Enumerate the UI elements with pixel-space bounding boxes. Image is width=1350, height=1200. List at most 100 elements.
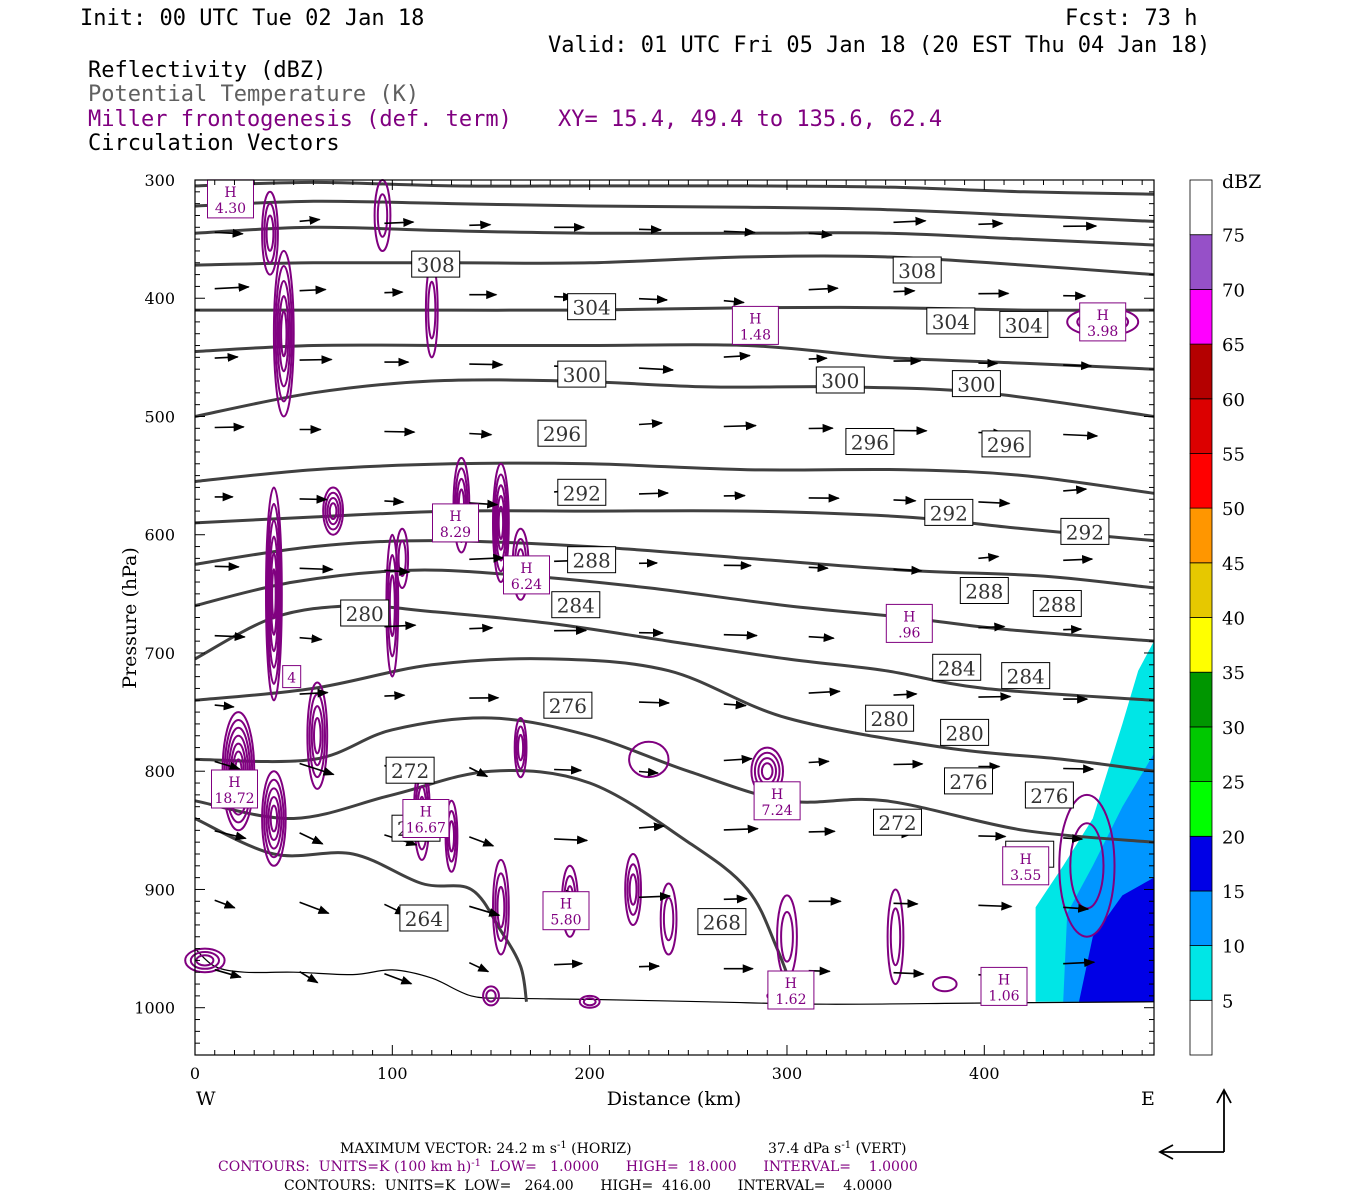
frontogenesis-contour bbox=[624, 853, 642, 926]
circulation-vector bbox=[723, 824, 759, 834]
theta-label-box bbox=[926, 307, 976, 335]
frontogenesis-contour bbox=[310, 705, 324, 767]
theta-label-box bbox=[399, 904, 449, 932]
circulation-vector bbox=[638, 488, 670, 498]
frontogenesis-max-marker: H bbox=[420, 805, 432, 821]
circulation-vector bbox=[723, 227, 756, 237]
circulation-vector bbox=[893, 689, 918, 699]
frontogenesis-contour bbox=[497, 505, 505, 541]
frontogenesis-max-marker: H bbox=[560, 897, 572, 913]
field-vectors: Circulation Vectors bbox=[88, 131, 340, 156]
forecast-hour: Fcst: 73 h bbox=[1065, 6, 1197, 31]
circulation-vector bbox=[808, 284, 839, 294]
frontogenesis-max-box bbox=[211, 769, 258, 809]
frontogenesis-max-box bbox=[980, 966, 1028, 1006]
frontogenesis-max-value: 4 bbox=[287, 671, 296, 687]
circulation-vector bbox=[723, 630, 758, 640]
colorbar-bin bbox=[1189, 726, 1213, 783]
vector-legend-vertical-icon bbox=[1216, 1088, 1232, 1152]
theta-label: 296 bbox=[543, 422, 581, 446]
circulation-vector bbox=[1063, 555, 1094, 564]
theta-label: 292 bbox=[1066, 520, 1104, 544]
theta-label: 292 bbox=[563, 481, 601, 505]
theta-label-box bbox=[892, 256, 942, 284]
circulation-vector bbox=[299, 688, 329, 698]
circulation-vector bbox=[978, 219, 1004, 229]
circulation-vector bbox=[1063, 485, 1088, 495]
theta-label-box bbox=[697, 908, 747, 936]
theta-label: 304 bbox=[573, 296, 611, 320]
circulation-vector bbox=[214, 760, 241, 771]
y-tick-label: 800 bbox=[144, 762, 175, 781]
circulation-vector bbox=[808, 687, 841, 697]
circulation-vector bbox=[469, 905, 501, 917]
frontogenesis-contour bbox=[496, 885, 506, 929]
circulation-vector bbox=[808, 563, 829, 573]
theta-contour-308 bbox=[195, 305, 1155, 312]
circulation-vector bbox=[893, 565, 923, 575]
frontogenesis-contour bbox=[780, 911, 794, 963]
valid-time: Valid: 01 UTC Fri 05 Jan 18 (20 EST Thu … bbox=[548, 33, 1210, 58]
colorbar-bin bbox=[1189, 781, 1213, 837]
circulation-vector bbox=[978, 552, 1000, 562]
circulation-vector bbox=[299, 494, 328, 504]
circulation-vector bbox=[214, 830, 247, 841]
circulation-vector bbox=[214, 352, 239, 362]
frontogenesis-contour bbox=[265, 214, 275, 252]
frontogenesis-contours bbox=[184, 179, 1140, 1009]
theta-label: 280 bbox=[871, 707, 909, 731]
frontogenesis-max-value: 18.72 bbox=[214, 791, 254, 807]
circulation-vector bbox=[384, 566, 411, 576]
frontogenesis-contour bbox=[184, 947, 226, 974]
circulation-vector bbox=[723, 421, 757, 431]
theta-label: 300 bbox=[957, 373, 995, 397]
circulation-vector bbox=[808, 354, 828, 364]
frontogenesis-contour bbox=[388, 574, 396, 638]
colorbar-bin bbox=[1189, 562, 1213, 618]
field-theta: Potential Temperature (K) bbox=[88, 82, 419, 107]
frontogenesis-contour bbox=[263, 202, 277, 264]
theta-label-box bbox=[865, 704, 915, 732]
circulation-vector bbox=[1063, 431, 1099, 441]
colorbar-label: 20 bbox=[1222, 827, 1245, 848]
frontogenesis-max-box bbox=[432, 503, 479, 543]
frontogenesis-contour bbox=[760, 762, 774, 781]
theta-label: 304 bbox=[1005, 313, 1043, 337]
frontogenesis-max-box bbox=[1002, 846, 1050, 886]
circulation-vector bbox=[1063, 903, 1090, 913]
circulation-vector bbox=[384, 972, 413, 985]
circulation-vector bbox=[299, 832, 324, 845]
frontogenesis-contour bbox=[268, 535, 280, 653]
circulation-vector bbox=[469, 360, 504, 369]
theta-label-box bbox=[951, 370, 1001, 398]
frontogenesis-contour bbox=[492, 462, 510, 584]
frontogenesis-contour bbox=[517, 733, 525, 762]
theta-label-box bbox=[815, 366, 865, 394]
frontogenesis-max-value: 6.24 bbox=[511, 577, 542, 593]
theta-contour-272 bbox=[194, 716, 1155, 844]
circulation-vector bbox=[384, 621, 417, 631]
circulation-vector bbox=[723, 894, 748, 904]
colorbar-label: 30 bbox=[1222, 718, 1245, 739]
frontogenesis-max-box bbox=[207, 179, 254, 219]
circulation-vector bbox=[469, 429, 493, 439]
theta-contour-labels: 308 304 308 304 304 300 300 300 296 296 296 292 292 2… bbox=[340, 250, 1110, 936]
frontogenesis-max-marker: H bbox=[1097, 308, 1109, 324]
circulation-vector bbox=[893, 899, 919, 909]
circulation-vector bbox=[1063, 624, 1083, 634]
theta-contour-288 bbox=[194, 539, 1155, 590]
circulation-vector bbox=[299, 901, 330, 915]
theta-label: 284 bbox=[557, 594, 595, 618]
x-tick-label: 100 bbox=[377, 1064, 408, 1083]
plot-area: 308 304 308 304 304 300 300 300 296 296 296 292 292 2… bbox=[134, 171, 1155, 1083]
frontogenesis-max-box bbox=[282, 665, 302, 689]
frontogenesis-contour bbox=[932, 976, 958, 993]
vector-legend-horizontal-icon bbox=[1158, 1144, 1224, 1160]
theta-label-box bbox=[924, 498, 974, 526]
theta-contour-316 bbox=[194, 225, 1155, 247]
frontogenesis-maxima-labels: H4.30H1.48H3.98H8.29H6.24H.964H18.72H16.… bbox=[207, 179, 1127, 1010]
theta-label: 296 bbox=[987, 433, 1025, 457]
theta-contour-312 bbox=[194, 254, 1155, 277]
frontogenesis-max-marker: H bbox=[749, 311, 761, 327]
frontogenesis-contour bbox=[889, 907, 902, 967]
